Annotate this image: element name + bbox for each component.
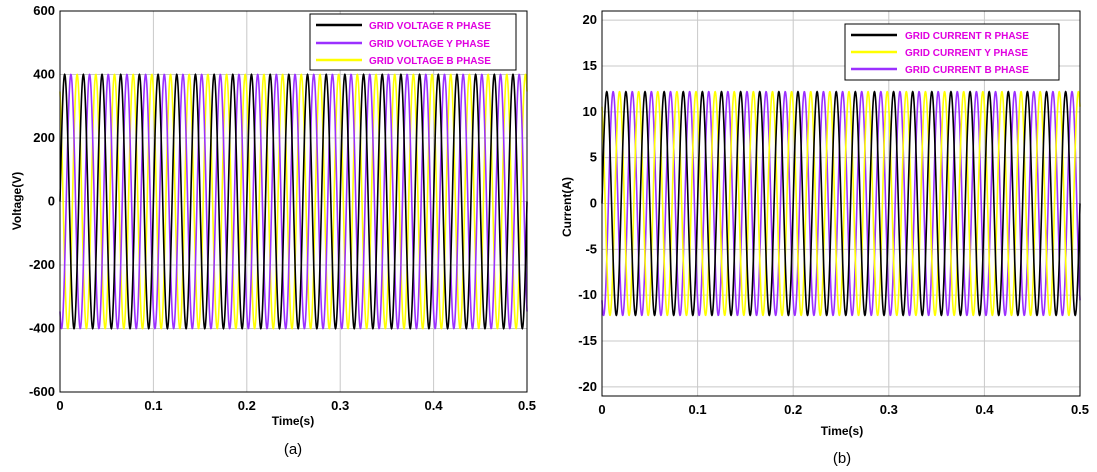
chart-b-caption: (b)	[833, 450, 851, 467]
chart-b-x-ticks: 0 0.1 0.2 0.3 0.4 0.5	[598, 402, 1089, 417]
chart-b-xlabel: Time(s)	[821, 424, 863, 438]
chart-a-lines	[59, 73, 528, 330]
chart-b-xtick-label: 0	[598, 402, 605, 417]
chart-a-ylabel: Voltage(V)	[10, 172, 24, 230]
chart-b-ytick-label: 20	[583, 12, 597, 27]
chart-b-lines	[601, 90, 1081, 317]
chart-a-ytick-label: 200	[33, 130, 55, 145]
chart-b-series-line-r	[601, 90, 1081, 317]
chart-b-legend-label-b: GRID CURRENT B PHASE	[905, 65, 1029, 76]
chart-b-series-line-second	[601, 90, 1081, 317]
chart-b-ytick-label: 5	[590, 150, 597, 165]
chart-b-xtick-label: 0.1	[689, 402, 707, 417]
chart-a-legend-label-b: GRID VOLTAGE B PHASE	[369, 56, 491, 67]
chart-a-ytick-label: 0	[48, 194, 55, 209]
chart-a-y-ticks: 600 400 200 0 -200 -400 -600	[29, 3, 55, 399]
chart-a-ytick-label: -200	[29, 257, 55, 272]
chart-a-xlabel: Time(s)	[272, 414, 314, 428]
chart-b-ytick-label: 0	[590, 196, 597, 211]
chart-a-legend-label-y: GRID VOLTAGE Y PHASE	[369, 39, 490, 50]
chart-a-xtick-label: 0.3	[331, 398, 349, 413]
chart-a-xtick-label: 0.4	[425, 398, 444, 413]
chart-a-legend-label-r: GRID VOLTAGE R PHASE	[369, 21, 491, 32]
chart-b-series-line-third	[601, 90, 1081, 317]
chart-a-series-line-third	[59, 73, 528, 330]
chart-a-xtick-label: 0.2	[238, 398, 256, 413]
chart-b-xtick-label: 0.3	[880, 402, 898, 417]
chart-b-ytick-label: 10	[583, 104, 597, 119]
chart-b-xtick-label: 0.4	[975, 402, 994, 417]
chart-a-series-line-second	[59, 73, 528, 330]
chart-b-xtick-label: 0.2	[784, 402, 802, 417]
chart-a-xtick-label: 0	[56, 398, 63, 413]
chart-b-legend: GRID CURRENT R PHASE GRID CURRENT Y PHAS…	[844, 23, 1060, 81]
chart-b-legend-label-r: GRID CURRENT R PHASE	[905, 31, 1029, 42]
chart-a-ytick-label: 600	[33, 3, 55, 18]
chart-a-legend: GRID VOLTAGE R PHASE GRID VOLTAGE Y PHAS…	[309, 13, 517, 71]
chart-a-series-line-r	[59, 73, 528, 330]
chart-b-ytick-label: -20	[578, 379, 597, 394]
chart-b-ytick-label: 15	[583, 58, 597, 73]
chart-a-caption: (a)	[284, 441, 302, 458]
chart-a-xtick-label: 0.1	[144, 398, 162, 413]
chart-a-frame	[59, 10, 528, 393]
chart-a-ytick-label: 400	[33, 67, 55, 82]
chart-b-ytick-label: -10	[578, 287, 597, 302]
chart-b-ytick-label: -15	[578, 333, 597, 348]
chart-b-xtick-label: 0.5	[1071, 402, 1089, 417]
chart-b-frame	[601, 10, 1081, 397]
chart-a-xtick-label: 0.5	[518, 398, 536, 413]
chart-b-legend-label-y: GRID CURRENT Y PHASE	[905, 48, 1028, 59]
chart-a-ytick-label: -400	[29, 321, 55, 336]
chart-a-ytick-label: -600	[29, 384, 55, 399]
chart-a-x-ticks: 0 0.1 0.2 0.3 0.4 0.5	[56, 398, 536, 413]
chart-b-y-ticks: 20 15 10 5 0 -5 -10 -15 -20	[578, 12, 597, 394]
chart-b: 20 15 10 5 0 -5 -10 -15 -20 0 0.1 0.2 0.3 0.4 0.5 Cur…	[560, 10, 1089, 467]
chart-b-ytick-label: -5	[585, 241, 597, 256]
chart-b-ylabel: Current(A)	[560, 177, 574, 237]
